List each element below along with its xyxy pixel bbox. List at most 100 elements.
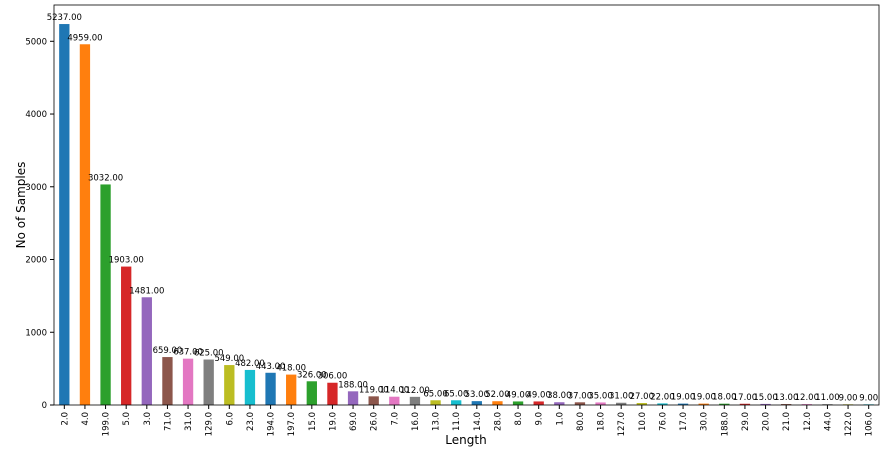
x-tick-label: 194.0	[267, 412, 277, 436]
x-tick-label: 5.0	[122, 412, 132, 426]
x-tick-label: 21.0	[782, 412, 792, 431]
x-tick-label: 6.0	[225, 412, 235, 426]
bar	[141, 297, 152, 405]
bar	[595, 402, 606, 405]
bar	[162, 357, 173, 405]
bar	[760, 403, 771, 405]
value-label: 13.00	[774, 393, 798, 403]
value-label: 31.00	[609, 392, 633, 402]
value-label: 549.00	[214, 354, 244, 364]
x-tick-label: 4.0	[81, 412, 91, 426]
bar	[533, 401, 544, 405]
x-tick-label: 80.0	[576, 412, 586, 431]
bar	[616, 402, 627, 405]
value-label: 11.00	[815, 393, 839, 403]
value-label: 49.00	[506, 390, 530, 400]
value-label: 12.00	[795, 393, 819, 403]
x-tick-label: 106.0	[865, 412, 875, 436]
value-label: 326.00	[297, 370, 327, 380]
bar	[574, 402, 586, 405]
x-tick-label: 129.0	[205, 412, 215, 436]
x-tick-label: 199.0	[102, 412, 112, 436]
bar	[389, 396, 400, 405]
value-label: 53.00	[465, 390, 489, 400]
bar	[409, 396, 421, 405]
bar	[368, 396, 379, 405]
x-tick-label: 18.0	[597, 412, 607, 431]
bar	[286, 374, 297, 405]
x-tick-label: 127.0	[617, 412, 627, 436]
x-tick-label: 26.0	[370, 412, 380, 431]
bar	[203, 359, 214, 405]
bar	[512, 401, 524, 405]
y-tick-label: 3000	[25, 183, 47, 193]
x-tick-label: 28.0	[493, 412, 503, 431]
bar	[306, 381, 317, 405]
value-label: 119.00	[359, 385, 389, 395]
value-label: 35.00	[588, 391, 612, 401]
value-label: 22.00	[650, 392, 674, 402]
bar	[677, 403, 689, 405]
value-label: 418.00	[276, 364, 306, 374]
x-tick-label: 30.0	[700, 412, 710, 431]
x-tick-label: 197.0	[287, 412, 297, 436]
bar	[121, 266, 132, 405]
bar	[59, 24, 70, 406]
value-label: 3032.00	[88, 173, 123, 183]
x-tick-label: 19.0	[328, 412, 338, 431]
x-tick-label: 188.0	[720, 412, 730, 436]
x-tick-label: 17.0	[679, 412, 689, 431]
x-tick-label: 8.0	[514, 412, 524, 426]
x-tick-label: 71.0	[163, 412, 173, 431]
x-tick-label: 9.0	[535, 412, 545, 426]
value-label: 1903.00	[109, 256, 144, 266]
value-label: 15.00	[753, 393, 777, 403]
plot-frame	[53, 4, 880, 406]
x-tick-label: 15.0	[308, 412, 318, 431]
value-label: 27.00	[630, 392, 654, 402]
y-tick-label: 0	[42, 401, 47, 411]
x-axis-label: Length	[445, 433, 486, 447]
y-axis-label: No of Samples	[14, 162, 28, 249]
x-tick-label: 14.0	[473, 412, 483, 431]
x-tick-label: 44.0	[823, 412, 833, 431]
value-label: 112.00	[400, 386, 430, 396]
bar	[698, 403, 709, 405]
value-label: 659.00	[153, 346, 183, 356]
bar	[471, 401, 482, 405]
x-tick-label: 122.0	[844, 412, 854, 436]
value-label: 49.00	[527, 390, 551, 400]
value-label: 637.00	[173, 348, 203, 358]
bar	[451, 400, 462, 405]
x-tick-label: 13.0	[432, 412, 442, 431]
value-label: 306.00	[318, 372, 348, 382]
bar	[801, 404, 812, 405]
value-label: 65.00	[423, 389, 447, 399]
bar	[265, 372, 276, 405]
x-tick-label: 7.0	[390, 412, 400, 426]
bar	[822, 404, 833, 405]
bar	[327, 382, 338, 405]
bar	[554, 402, 565, 405]
x-tick-label: 12.0	[803, 412, 813, 431]
value-label: 114.00	[379, 386, 409, 396]
value-label: 443.00	[256, 362, 286, 372]
value-label: 188.00	[338, 380, 368, 390]
value-label: 9.00	[839, 393, 858, 403]
bar	[739, 403, 751, 405]
x-tick-label: 10.0	[638, 412, 648, 431]
x-tick-label: 76.0	[658, 412, 668, 431]
value-label: 9.00	[859, 393, 878, 403]
x-tick-label: 11.0	[452, 412, 462, 431]
bar	[636, 403, 647, 405]
value-label: 17.00	[733, 393, 757, 403]
value-label: 1481.00	[129, 286, 164, 296]
y-tick-label: 4000	[25, 110, 47, 120]
bar	[719, 403, 730, 405]
x-tick-label: 1.0	[555, 412, 565, 426]
value-label: 19.00	[671, 393, 695, 403]
value-label: 5237.00	[47, 13, 82, 23]
bar	[430, 400, 441, 405]
x-tick-label: 29.0	[741, 412, 751, 431]
